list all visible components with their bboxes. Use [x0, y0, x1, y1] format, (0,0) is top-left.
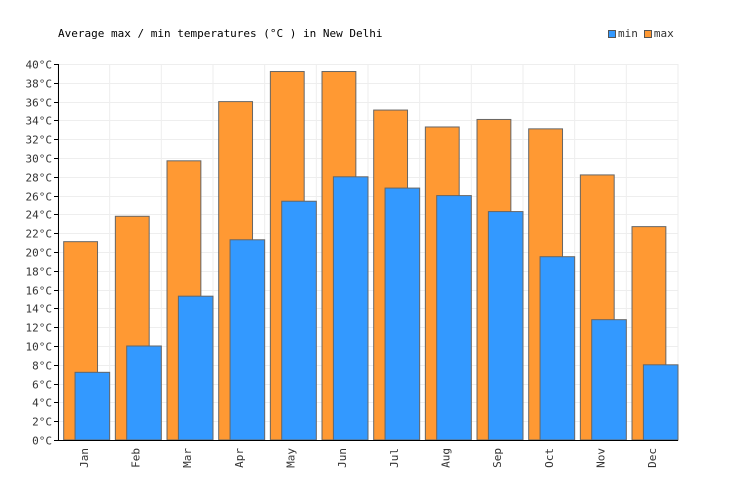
y-tick-label: 22°C	[26, 228, 53, 241]
y-tick-label: 18°C	[26, 266, 53, 279]
bar-min-nov	[591, 319, 627, 441]
y-tick-label: 30°C	[26, 153, 53, 166]
y-tick-label: 12°C	[26, 322, 53, 335]
y-tick-label: 8°C	[32, 360, 52, 373]
x-tick-label: Jul	[388, 448, 401, 468]
legend-swatch-max	[643, 29, 652, 38]
bar-min-jul	[384, 187, 421, 441]
x-tick-label: Aug	[440, 448, 453, 468]
y-tick-label: 16°C	[26, 285, 53, 298]
x-tick-label: Sep	[491, 448, 504, 468]
y-tick-label: 26°C	[26, 191, 53, 204]
bar-min-aug	[436, 195, 472, 441]
bar-min-apr	[229, 239, 266, 441]
chart-title: Average max / min temperatures (°C ) in …	[58, 27, 383, 40]
y-tick-label: 6°C	[32, 379, 52, 392]
y-tick-label: 0°C	[32, 435, 52, 448]
x-tick-label: Mar	[181, 448, 194, 468]
y-tick-label: 14°C	[26, 303, 53, 316]
y-tick-label: 34°C	[26, 115, 53, 128]
y-tick-label: 10°C	[26, 341, 53, 354]
y-tick-label: 2°C	[32, 416, 52, 429]
x-tick-label: Feb	[130, 448, 143, 468]
bar-min-may	[281, 200, 317, 441]
bar-min-jun	[332, 176, 369, 441]
x-tick-label: Oct	[543, 448, 556, 468]
bar-min-jan	[74, 371, 111, 441]
y-tick-label: 28°C	[26, 172, 53, 185]
x-tick-label: Dec	[646, 448, 659, 468]
y-tick-label: 36°C	[26, 97, 53, 110]
legend-label-min: min	[618, 27, 638, 40]
y-tick-label: 4°C	[32, 397, 52, 410]
x-tick-label: Nov	[595, 448, 608, 468]
chart-legend: min max	[608, 27, 680, 40]
bar-min-oct	[539, 256, 576, 441]
y-tick-label: 40°C	[26, 59, 53, 72]
legend-item-max: max	[643, 27, 674, 40]
legend-swatch-min	[608, 29, 616, 38]
y-tick-label: 24°C	[26, 209, 53, 222]
x-tick-label: Apr	[233, 448, 246, 468]
x-tick-label: Jun	[336, 448, 349, 468]
y-tick-label: 32°C	[26, 134, 53, 147]
bar-min-sep	[487, 211, 524, 441]
legend-item-min: min	[608, 27, 638, 40]
legend-label-max: max	[653, 27, 674, 40]
bar-min-mar	[177, 295, 214, 441]
bar-min-dec	[642, 364, 679, 441]
x-tick-label: May	[285, 448, 298, 468]
y-tick-label: 20°C	[26, 247, 53, 260]
x-tick-label: Jan	[78, 448, 91, 468]
bar-min-feb	[126, 345, 162, 441]
y-tick-label: 38°C	[26, 78, 53, 91]
